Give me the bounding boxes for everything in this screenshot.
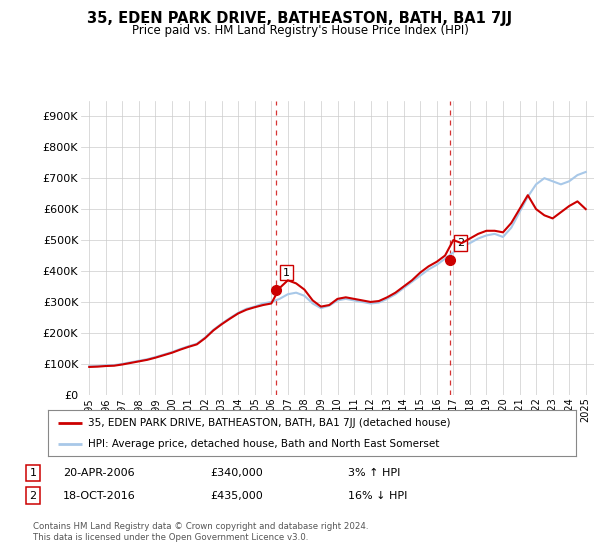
Text: 20-APR-2006: 20-APR-2006 [63,468,134,478]
Text: 2: 2 [29,491,37,501]
Text: 1: 1 [29,468,37,478]
Text: £340,000: £340,000 [210,468,263,478]
Text: 1: 1 [283,268,290,278]
Text: 3% ↑ HPI: 3% ↑ HPI [348,468,400,478]
Text: 35, EDEN PARK DRIVE, BATHEASTON, BATH, BA1 7JJ: 35, EDEN PARK DRIVE, BATHEASTON, BATH, B… [88,11,512,26]
Text: 35, EDEN PARK DRIVE, BATHEASTON, BATH, BA1 7JJ (detached house): 35, EDEN PARK DRIVE, BATHEASTON, BATH, B… [88,418,450,428]
Text: Price paid vs. HM Land Registry's House Price Index (HPI): Price paid vs. HM Land Registry's House … [131,24,469,37]
Text: Contains HM Land Registry data © Crown copyright and database right 2024.
This d: Contains HM Land Registry data © Crown c… [33,522,368,542]
Text: HPI: Average price, detached house, Bath and North East Somerset: HPI: Average price, detached house, Bath… [88,439,439,449]
Text: 18-OCT-2016: 18-OCT-2016 [63,491,136,501]
Text: £435,000: £435,000 [210,491,263,501]
Text: 16% ↓ HPI: 16% ↓ HPI [348,491,407,501]
Text: 2: 2 [457,238,464,248]
